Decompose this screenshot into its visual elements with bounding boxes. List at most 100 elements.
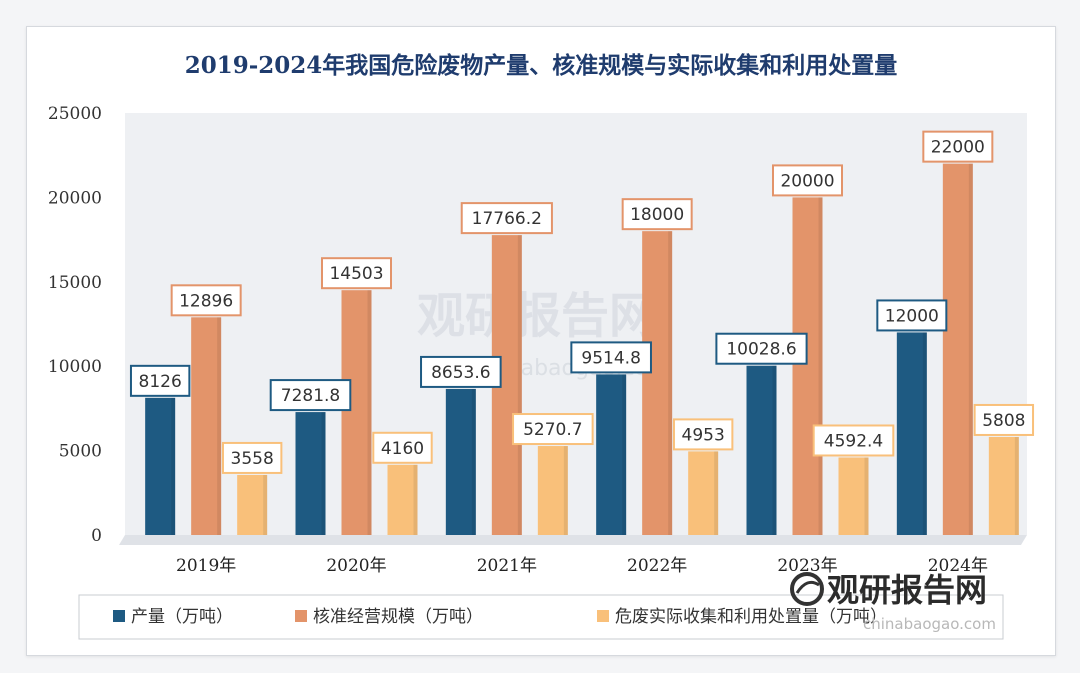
data-label: 10028.6: [715, 332, 808, 365]
y-tick-label: 15000: [48, 273, 102, 293]
data-label: 20000: [772, 164, 843, 197]
data-label-text: 4953: [682, 425, 725, 445]
bar: [191, 317, 222, 535]
bar-shade: [818, 197, 823, 535]
data-label-text: 12896: [179, 291, 233, 311]
bar: [942, 163, 973, 535]
plot-floor: [119, 535, 1027, 545]
bar-shade: [171, 397, 176, 535]
data-label-box: [420, 355, 502, 388]
bar-shade: [471, 388, 476, 535]
y-tick-label: 25000: [48, 104, 102, 124]
data-label-box: [876, 299, 948, 332]
bar: [145, 397, 176, 535]
bar: [896, 332, 927, 535]
data-label-box: [269, 379, 352, 412]
legend-swatch: [295, 610, 307, 622]
bar: [341, 290, 372, 535]
bar-shade: [1014, 436, 1019, 535]
chart-frame: 2019-2024年我国危险废物产量、核准规模与实际收集和利用处置量 0 5000…: [26, 26, 1056, 656]
data-label-box: [460, 202, 553, 235]
y-tick-label: 0: [91, 526, 102, 546]
bar-shade: [968, 163, 973, 535]
legend-label: 核准经营规模（万吨）: [313, 607, 483, 627]
watermark-logo-swoosh: [795, 580, 820, 594]
bar: [596, 374, 627, 535]
data-label-text: 4160: [381, 439, 424, 459]
bar: [642, 231, 673, 535]
data-label-text: 22000: [931, 138, 985, 158]
chart-title: 2019-2024年我国危险废物产量、核准规模与实际收集和利用处置量: [185, 52, 898, 79]
data-label: 18000: [621, 198, 693, 231]
data-label-box: [512, 413, 594, 446]
bar: [792, 197, 823, 535]
x-category-label: 2024年: [928, 556, 988, 576]
bar: [838, 457, 869, 535]
data-label-box: [922, 130, 994, 163]
data-label-box: [973, 403, 1035, 436]
legend-label: 产量（万吨）: [131, 607, 233, 627]
bar-shade: [622, 374, 627, 535]
data-label-text: 17766.2: [472, 209, 542, 229]
data-label-text: 14503: [329, 264, 383, 284]
data-label: 22000: [922, 130, 994, 163]
y-tick-label: 5000: [59, 442, 102, 462]
data-label: 4160: [372, 431, 433, 464]
data-label: 5808: [973, 403, 1035, 436]
data-label: 5270.7: [512, 413, 594, 446]
data-label-box: [621, 198, 693, 231]
data-label: 17766.2: [460, 202, 553, 235]
bar-chart: 2019-2024年我国危险废物产量、核准规模与实际收集和利用处置量 0 5000…: [48, 52, 1035, 640]
corner-watermark: 观研报告网 chinabaogao.com: [790, 571, 996, 633]
bar-shade: [668, 231, 673, 535]
bar: [295, 412, 326, 535]
x-category-label: 2023年: [777, 556, 837, 576]
data-label-text: 8653.6: [431, 363, 490, 383]
bar: [537, 446, 568, 535]
data-label: 7281.8: [269, 379, 352, 412]
data-label: 4953: [672, 418, 734, 451]
x-category-label: 2021年: [477, 556, 537, 576]
watermark-logo-icon: [790, 572, 824, 606]
x-category-label: 2022年: [627, 556, 687, 576]
data-label-box: [221, 441, 283, 474]
data-label-box: [812, 424, 895, 457]
bar: [988, 436, 1019, 535]
bar-shade: [367, 290, 372, 535]
data-label-box: [772, 164, 843, 197]
data-label-box: [129, 364, 191, 397]
data-label-box: [170, 284, 242, 317]
y-tick-label: 10000: [48, 357, 102, 377]
bar-shade: [922, 332, 927, 535]
data-label-text: 12000: [885, 306, 939, 326]
bar-shade: [517, 235, 522, 535]
x-category-label: 2019年: [176, 556, 236, 576]
data-label-text: 4592.4: [824, 431, 883, 451]
watermark-corner-text: 观研报告网: [827, 571, 987, 609]
data-labels: 8126 12896 3558 7281.8 14503 4160 8653.6 17766.…: [129, 130, 1035, 474]
legend-swatch: [113, 610, 125, 622]
bar-shade: [864, 457, 869, 535]
y-tick-label: 20000: [48, 188, 102, 208]
bar-shade: [217, 317, 222, 535]
data-label-text: 8126: [139, 372, 182, 392]
data-label: 14503: [321, 257, 392, 290]
y-axis-ticks: 0 5000 10000 15000 20000 25000: [48, 104, 102, 546]
data-label-text: 5270.7: [523, 420, 582, 440]
bar: [688, 451, 719, 535]
watermark-center-text: 观研报告网: [417, 288, 657, 344]
data-label: 12000: [876, 299, 948, 332]
bar-series: [145, 163, 1019, 535]
data-label-box: [715, 332, 808, 365]
data-label-box: [570, 341, 652, 374]
data-label: 8653.6: [420, 355, 502, 388]
bar-shade: [772, 365, 777, 535]
data-label-text: 5808: [982, 411, 1025, 431]
bar: [237, 474, 268, 535]
bar-shade: [563, 446, 568, 535]
data-label-text: 18000: [630, 205, 684, 225]
bar: [387, 464, 418, 535]
data-label-text: 3558: [231, 449, 274, 469]
watermark-corner-url: chinabaogao.com: [863, 615, 996, 633]
data-label-text: 20000: [780, 171, 834, 191]
